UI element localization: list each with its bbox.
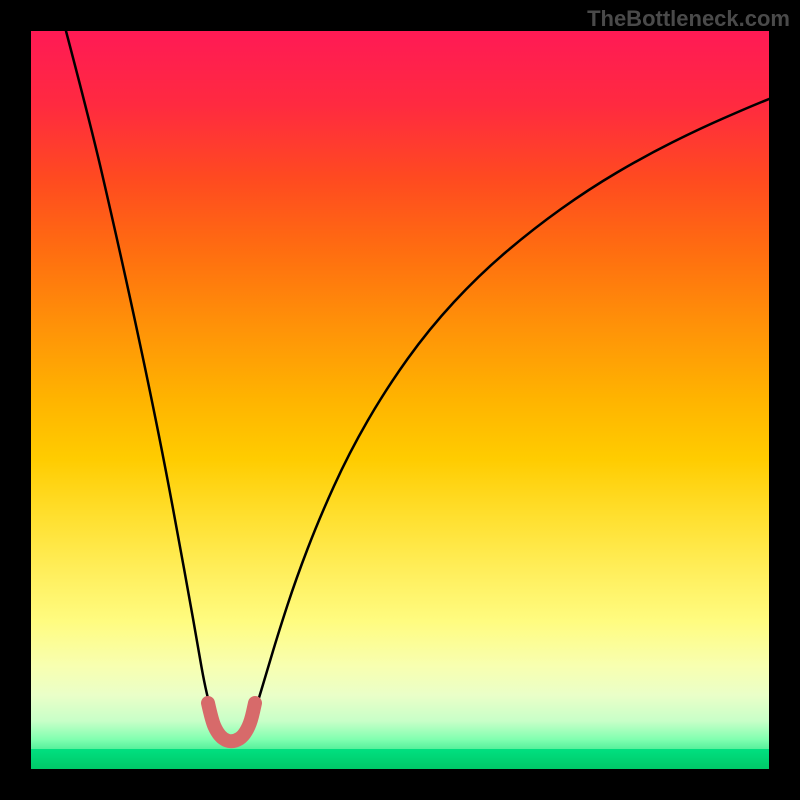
- figure-container: TheBottleneck.com: [0, 0, 800, 800]
- plot-area: [31, 31, 769, 769]
- bottom-green-band: [31, 749, 769, 769]
- gradient-background: [31, 31, 769, 769]
- curves-layer: [31, 31, 769, 769]
- watermark-text: TheBottleneck.com: [587, 6, 790, 32]
- left-curve-line: [66, 31, 215, 721]
- bottom-u-curve: [208, 703, 255, 741]
- right-curve-line: [251, 99, 769, 721]
